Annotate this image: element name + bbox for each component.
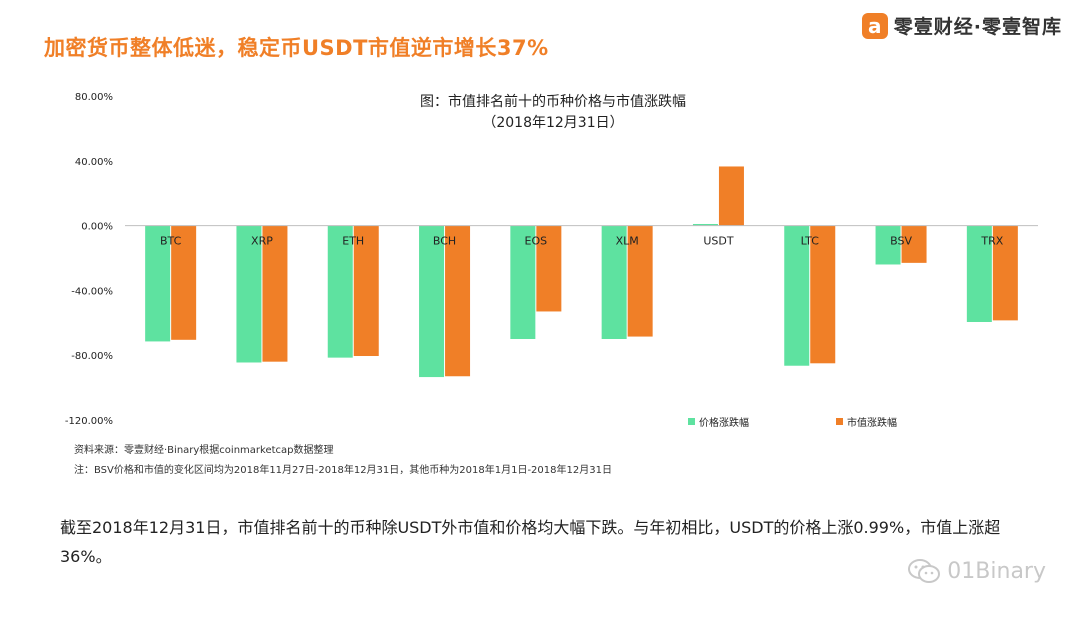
legend-swatch xyxy=(688,418,695,425)
x-tick-label: BSV xyxy=(890,235,912,248)
bar-eth-marketcap xyxy=(353,225,379,357)
brand-name: 零壹财经·零壹智库 xyxy=(893,16,1062,38)
y-tick-label: -40.00% xyxy=(71,286,113,297)
x-tick-label: EOS xyxy=(525,235,548,248)
bar-bch-price xyxy=(419,225,445,378)
y-tick-label: -80.00% xyxy=(71,351,113,362)
x-tick-label: TRX xyxy=(980,235,1003,248)
bar-bch-marketcap xyxy=(445,225,471,377)
x-tick-label: ETH xyxy=(342,235,364,248)
bar-xrp-marketcap xyxy=(262,225,288,362)
bar-btc-price xyxy=(145,225,171,342)
bar-xlm-price xyxy=(601,225,627,339)
bar-usdt-price xyxy=(692,223,718,226)
bar-eos-marketcap xyxy=(536,225,562,312)
legend-swatch xyxy=(836,418,843,425)
legend-label: 价格涨跌幅 xyxy=(699,416,749,429)
watermark: 01Binary xyxy=(907,558,1046,584)
chart-title: 图：市值排名前十的币种价格与市值涨跌幅 xyxy=(420,93,686,110)
chart-source: 资料来源：零壹财经·Binary根据coinmarketcap数据整理 xyxy=(74,445,334,456)
headline: 加密货币整体低迷，稳定币USDT市值逆市增长37% xyxy=(44,36,549,60)
bar-xrp-price xyxy=(236,225,262,363)
legend-label: 市值涨跌幅 xyxy=(847,416,897,429)
bar-ltc-price xyxy=(784,225,810,366)
wechat-icon xyxy=(908,559,941,583)
x-tick-label: USDT xyxy=(703,235,734,248)
bar-btc-marketcap xyxy=(171,225,197,340)
x-tick-label: BCH xyxy=(433,235,456,248)
brand-logo-icon: a xyxy=(861,12,888,39)
bar-xlm-marketcap xyxy=(627,225,653,337)
brand: a 零壹财经·零壹智库 xyxy=(861,12,1062,39)
y-tick-label: 80.00% xyxy=(75,92,113,103)
x-tick-label: XLM xyxy=(616,235,639,248)
x-tick-label: LTC xyxy=(801,235,820,248)
x-tick-label: XRP xyxy=(251,235,273,248)
y-tick-label: 0.00% xyxy=(81,222,113,233)
y-tick-label: 40.00% xyxy=(75,157,113,168)
chart-note: 注：BSV价格和市值的变化区间均为2018年11月27日-2018年12月31日… xyxy=(74,465,612,476)
chart-subtitle: （2018年12月31日） xyxy=(482,115,623,131)
bar-eos-price xyxy=(510,225,536,339)
bar-eth-price xyxy=(327,225,353,358)
bar-bsv-price xyxy=(875,225,901,265)
bar-bsv-marketcap xyxy=(901,225,927,263)
bar-trx-price xyxy=(966,225,992,322)
y-tick-label: -120.00% xyxy=(65,416,113,427)
x-tick-label: BTC xyxy=(160,235,182,248)
bar-trx-marketcap xyxy=(992,225,1018,321)
bar-usdt-marketcap xyxy=(718,166,744,226)
watermark-text: 01Binary xyxy=(947,558,1046,584)
bar-ltc-marketcap xyxy=(810,225,836,364)
summary-paragraph: 截至2018年12月31日，市值排名前十的币种除USDT外市值和价格均大幅下跌。… xyxy=(60,518,1001,566)
bar-chart: 80.00% 40.00% 0.00% -40.00% -80.00% -120.00% 图… xyxy=(65,92,1038,429)
